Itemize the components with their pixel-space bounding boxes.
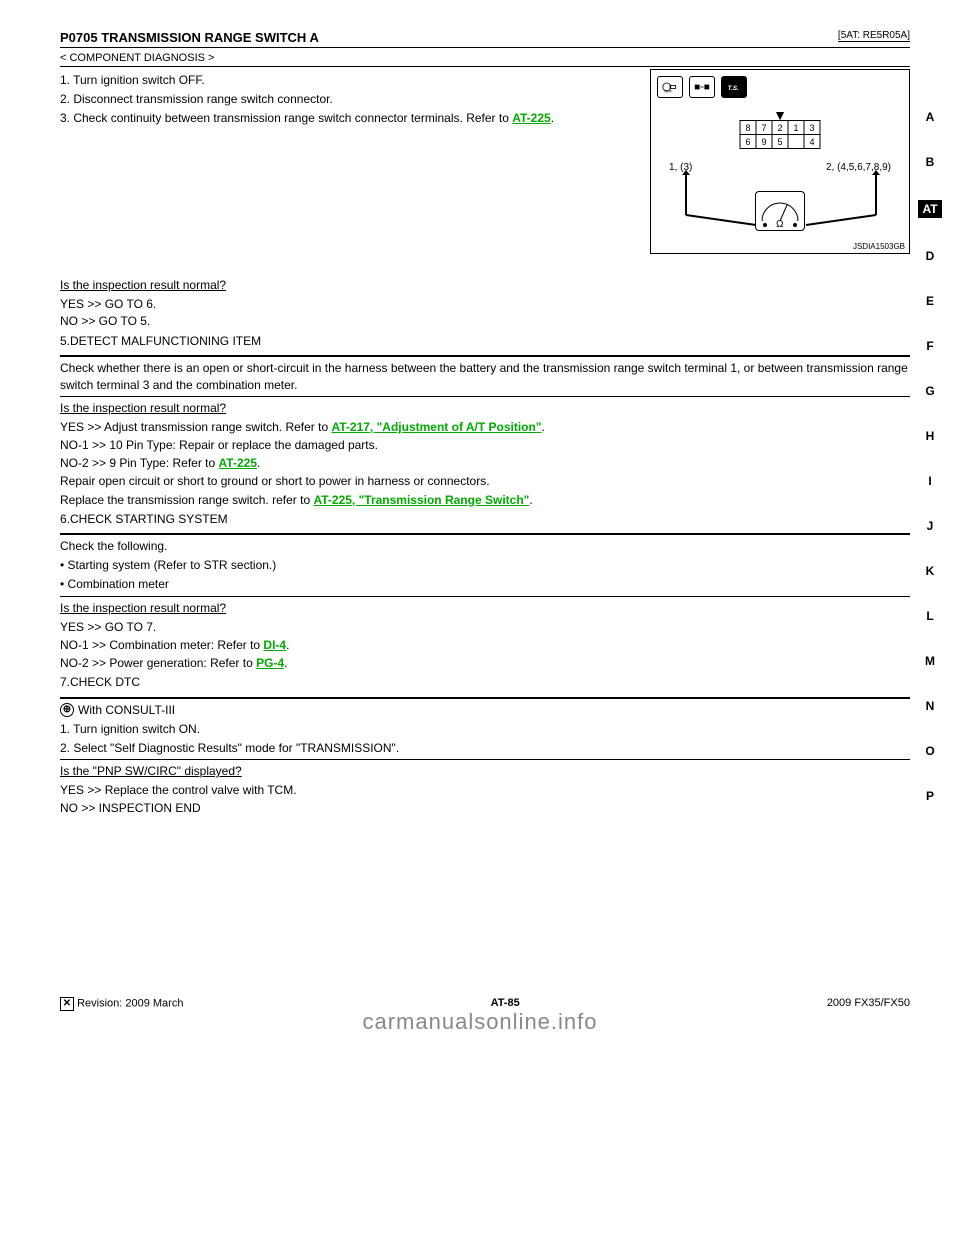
tab-k[interactable]: K bbox=[918, 564, 942, 578]
tab-e[interactable]: E bbox=[918, 294, 942, 308]
link-at225-trs[interactable]: AT-225, "Transmission Range Switch" bbox=[313, 493, 529, 507]
side-tabs: A B AT D E F G H I J K L M N O P bbox=[918, 110, 942, 803]
step1-line1: 1. Turn ignition switch OFF. bbox=[60, 72, 640, 88]
step7-yes: YES >> Replace the control valve with TC… bbox=[60, 782, 910, 798]
qa1-question: Is the inspection result normal? bbox=[60, 277, 640, 293]
link-pg4[interactable]: PG-4 bbox=[256, 656, 284, 670]
header-section: [5AT: RE5R05A] bbox=[838, 30, 910, 42]
disconnect-icon bbox=[689, 76, 715, 98]
tab-l[interactable]: L bbox=[918, 609, 942, 623]
header-subsection: < COMPONENT DIAGNOSIS > bbox=[60, 52, 910, 64]
link-at217[interactable]: AT-217, "Adjustment of A/T Position" bbox=[331, 420, 541, 434]
step5-question: Is the inspection result normal? bbox=[60, 400, 910, 416]
svg-text:OFF: OFF bbox=[664, 89, 673, 94]
step5-yes: YES >> Adjust transmission range switch.… bbox=[60, 419, 910, 435]
qa1-no: NO >> GO TO 5. bbox=[60, 313, 640, 329]
step5-title: 5.DETECT MALFUNCTIONING ITEM bbox=[60, 333, 910, 349]
step5-intro: Check whether there is an open or short-… bbox=[60, 360, 910, 392]
tab-a[interactable]: A bbox=[918, 110, 942, 124]
ts-icon: T.S. bbox=[721, 76, 747, 98]
key-off-icon: OFF bbox=[657, 76, 683, 98]
qa1-yes: YES >> GO TO 6. bbox=[60, 296, 640, 312]
link-at225-b[interactable]: AT-225 bbox=[219, 456, 257, 470]
tab-j[interactable]: J bbox=[918, 519, 942, 533]
tab-h[interactable]: H bbox=[918, 429, 942, 443]
link-di4[interactable]: DI-4 bbox=[263, 638, 286, 652]
tab-n[interactable]: N bbox=[918, 699, 942, 713]
step6-question: Is the inspection result normal? bbox=[60, 600, 910, 616]
tab-at[interactable]: AT bbox=[918, 200, 942, 218]
ohm-meter: Ω bbox=[755, 191, 805, 231]
step6-no2: NO-2 >> Power generation: Refer to PG-4. bbox=[60, 655, 910, 671]
header-right: [5AT: RE5R05A] bbox=[838, 30, 910, 45]
step5-no2: NO-2 >> 9 Pin Type: Refer to AT-225. bbox=[60, 455, 910, 471]
tab-g[interactable]: G bbox=[918, 384, 942, 398]
consult-icon: ⊕ bbox=[60, 703, 74, 717]
step5-no2-line3: Replace the transmission range switch. r… bbox=[60, 492, 910, 508]
link-at225-a[interactable]: AT-225 bbox=[512, 111, 550, 125]
step6-title: 6.CHECK STARTING SYSTEM bbox=[60, 511, 910, 527]
tab-m[interactable]: M bbox=[918, 654, 942, 668]
step6-no1: NO-1 >> Combination meter: Refer to DI-4… bbox=[60, 637, 910, 653]
step1-line3: 3. Check continuity between transmission… bbox=[60, 110, 640, 126]
step7-consult: ⊕With CONSULT-III bbox=[60, 702, 910, 718]
tab-f[interactable]: F bbox=[918, 339, 942, 353]
svg-text:Ω: Ω bbox=[776, 219, 784, 229]
page-header: P0705 TRANSMISSION RANGE SWITCH A [5AT: … bbox=[60, 30, 910, 48]
step6-yes: YES >> GO TO 7. bbox=[60, 619, 910, 635]
step5-no1: NO-1 >> 10 Pin Type: Repair or replace t… bbox=[60, 437, 910, 453]
tab-b[interactable]: B bbox=[918, 155, 942, 169]
step7-no: NO >> INSPECTION END bbox=[60, 800, 910, 816]
step6-b1: • Starting system (Refer to STR section.… bbox=[60, 557, 910, 573]
wiring-diagram: OFF T.S. ▼ 8 7 2 1 3 bbox=[650, 69, 910, 254]
connector-pinout: ▼ 8 7 2 1 3 6 9 5 4 bbox=[740, 110, 821, 149]
watermark: carmanualsonline.info bbox=[0, 1009, 960, 1035]
tab-d[interactable]: D bbox=[918, 249, 942, 263]
step7-question: Is the "PNP SW/CIRC" displayed? bbox=[60, 763, 910, 779]
tab-p[interactable]: P bbox=[918, 789, 942, 803]
diagram-code: JSDIA1503GB bbox=[853, 242, 905, 251]
step-text: 1. Turn ignition switch OFF. 2. Disconne… bbox=[60, 69, 640, 330]
header-title: P0705 TRANSMISSION RANGE SWITCH A bbox=[60, 30, 319, 45]
step6-b2: • Combination meter bbox=[60, 576, 910, 592]
step1-line2: 2. Disconnect transmission range switch … bbox=[60, 91, 640, 107]
svg-text:T.S.: T.S. bbox=[728, 85, 739, 92]
step5-no2-line2: Repair open circuit or short to ground o… bbox=[60, 473, 910, 489]
step6-intro: Check the following. bbox=[60, 538, 910, 554]
step7-l1: 1. Turn ignition switch ON. bbox=[60, 721, 910, 737]
tab-o[interactable]: O bbox=[918, 744, 942, 758]
step7-l2: 2. Select "Self Diagnostic Results" mode… bbox=[60, 740, 910, 756]
tab-i[interactable]: I bbox=[918, 474, 942, 488]
step7-title: 7.CHECK DTC bbox=[60, 674, 910, 690]
